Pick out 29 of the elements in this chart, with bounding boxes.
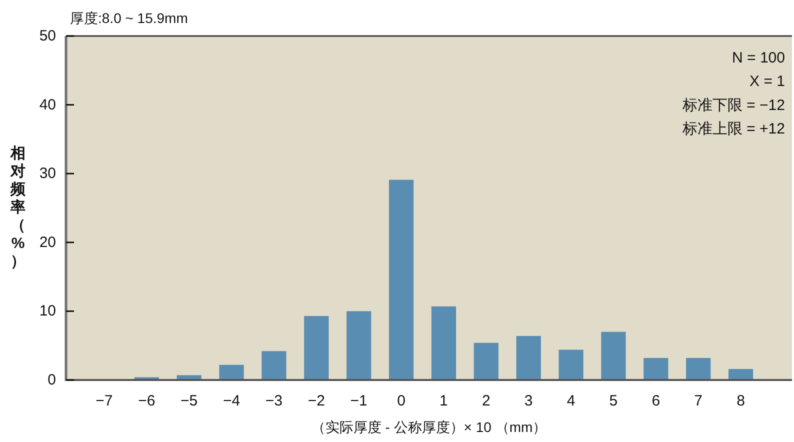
x-tick-label: −6 (138, 392, 156, 410)
x-tick-label: 0 (397, 392, 406, 410)
annotation: 标准上限 = +12 (682, 120, 785, 138)
y-tick-label: 50 (39, 28, 56, 44)
annotation: N = 100 (732, 50, 785, 66)
annotation: 标准下限 = −12 (682, 96, 785, 114)
x-tick-label: −7 (96, 392, 113, 410)
x-axis-title: （实际厚度 - 公称厚度）× 10 （mm） (311, 419, 547, 435)
y-axis-title: 相对频率（%） (10, 145, 26, 270)
x-tick-label: −5 (180, 392, 198, 410)
x-tick-label: 2 (482, 392, 490, 410)
x-tick-label: 6 (652, 392, 660, 410)
x-tick-label: 5 (609, 392, 618, 410)
y-tick-label: 0 (48, 372, 56, 388)
x-tick-label: −4 (222, 392, 240, 410)
x-tick-label: 7 (694, 392, 703, 410)
title: 厚度:8.0 ~ 15.9mm (70, 10, 188, 26)
x-tick-label: −1 (350, 392, 368, 410)
x-tick-label: 4 (566, 392, 576, 410)
y-tick-label: 40 (39, 96, 56, 114)
x-tick-label: −3 (265, 392, 283, 410)
x-tick-label: −2 (308, 392, 325, 410)
x-tick-label: 1 (440, 392, 448, 410)
x-tick-label: 8 (736, 392, 745, 410)
x-tick-label: 3 (524, 392, 533, 410)
y-tick-label: 10 (39, 302, 56, 320)
y-tick-label: 20 (39, 234, 56, 251)
y-tick-label: 30 (39, 165, 56, 182)
annotation: X = 1 (750, 73, 785, 90)
